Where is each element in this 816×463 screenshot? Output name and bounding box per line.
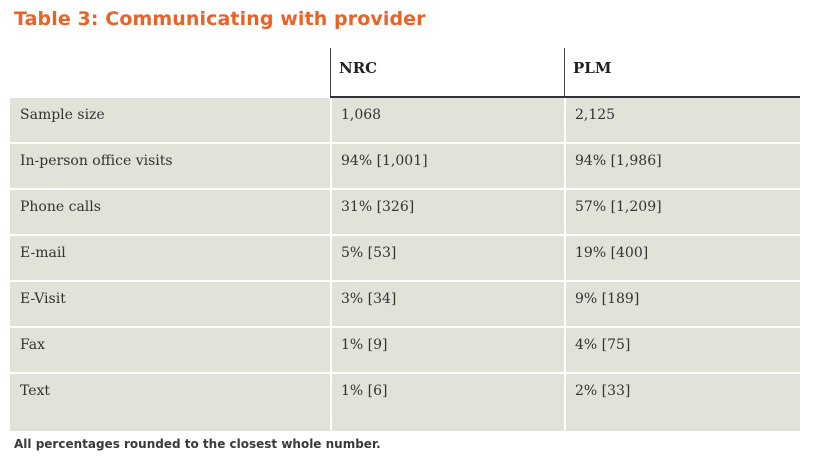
row-label: Fax [20,337,46,353]
nrc-value: 1% [6] [330,374,564,431]
row-label: In-person office visits [20,153,173,169]
nrc-value: 1,068 [330,98,564,142]
table-row: Sample size 1,068 2,125 [10,98,800,144]
row-label: Phone calls [20,199,101,215]
plm-value: 2,125 [564,98,800,142]
plm-value: 9% [189] [564,282,800,326]
table-title: Table 3: Communicating with provider [14,8,426,30]
row-label: E-mail [20,245,66,261]
row-label: E-Visit [20,291,66,307]
plm-value: 94% [1,986] [564,144,800,188]
row-label: Text [20,383,51,399]
table-header: NRC PLM [10,48,800,98]
table-row: Phone calls 31% [326] 57% [1,209] [10,190,800,236]
table-row: Text 1% [6] 2% [33] [10,374,800,431]
table-row: Fax 1% [9] 4% [75] [10,328,800,374]
nrc-value: 1% [9] [330,328,564,372]
column-header-plm: PLM [564,48,800,96]
data-table: NRC PLM Sample size 1,068 2,125 In-perso… [10,48,800,431]
row-label: Sample size [20,107,105,123]
plm-value: 4% [75] [564,328,800,372]
table-row: E-mail 5% [53] 19% [400] [10,236,800,282]
plm-value: 2% [33] [564,374,800,431]
table-row: E-Visit 3% [34] 9% [189] [10,282,800,328]
nrc-value: 3% [34] [330,282,564,326]
nrc-value: 5% [53] [330,236,564,280]
nrc-value: 94% [1,001] [330,144,564,188]
column-header-nrc: NRC [330,48,564,96]
table-row: In-person office visits 94% [1,001] 94% … [10,144,800,190]
header-rule [330,96,800,98]
footnote: All percentages rounded to the closest w… [14,437,381,451]
plm-value: 19% [400] [564,236,800,280]
nrc-value: 31% [326] [330,190,564,234]
plm-value: 57% [1,209] [564,190,800,234]
